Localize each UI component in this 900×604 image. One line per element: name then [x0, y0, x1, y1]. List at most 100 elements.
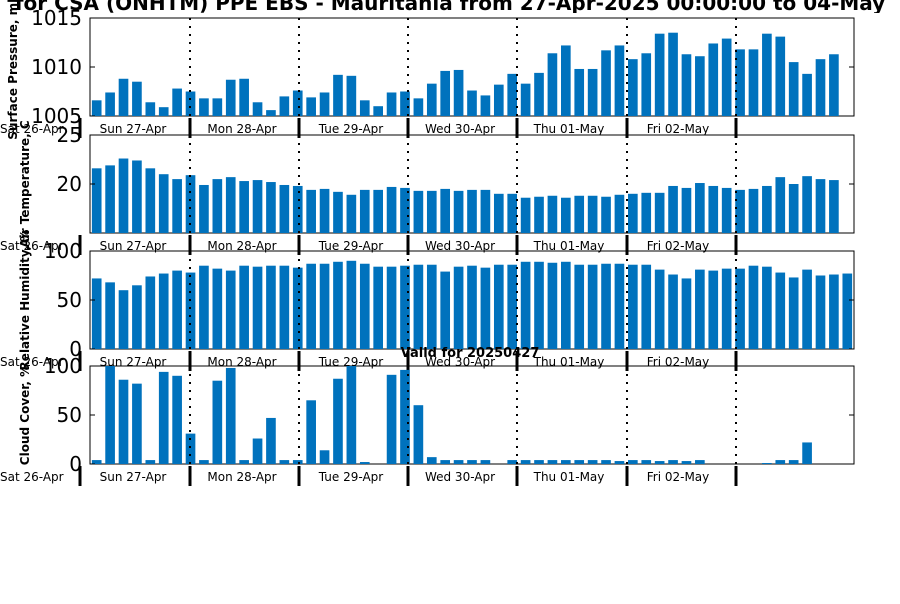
- bar: [359, 100, 370, 116]
- bar: [346, 194, 357, 233]
- bar: [507, 193, 518, 233]
- x-day-label: Mon 28-Apr: [207, 239, 276, 253]
- bar: [145, 276, 156, 349]
- bar: [534, 72, 544, 116]
- bar: [252, 180, 263, 233]
- bar: [225, 79, 236, 116]
- bar: [721, 268, 732, 349]
- bar: [359, 263, 370, 349]
- bar: [266, 182, 276, 233]
- bar: [185, 175, 196, 233]
- bar: [601, 196, 611, 233]
- bar: [413, 405, 424, 464]
- bar: [775, 460, 786, 464]
- bar: [480, 189, 491, 233]
- bar: [172, 270, 182, 349]
- x-day-label: Tue 29-Apr: [318, 239, 383, 253]
- bar: [239, 265, 249, 349]
- y-tick-label: 25: [57, 123, 82, 147]
- bar: [359, 189, 370, 233]
- bar: [748, 49, 759, 116]
- bar: [279, 184, 290, 233]
- bar: [547, 262, 558, 349]
- x-day-label: Wed 30-Apr: [425, 470, 495, 484]
- bar: [493, 264, 504, 349]
- bar: [252, 266, 263, 349]
- x-day-label: Sun 27-Apr: [100, 239, 167, 253]
- bar: [587, 460, 598, 464]
- bar: [788, 184, 799, 233]
- bar: [748, 188, 759, 233]
- y-tick-label: 1015: [31, 6, 82, 30]
- bar: [158, 273, 169, 349]
- bar: [654, 192, 665, 233]
- x-day-label: Wed 30-Apr: [425, 239, 495, 253]
- bar: [668, 185, 678, 233]
- bar: [158, 174, 169, 233]
- bar: [373, 189, 384, 233]
- y-axis-label: Cloud Cover, %: [18, 365, 32, 465]
- bar: [614, 263, 625, 349]
- bar: [105, 366, 115, 464]
- bar: [212, 179, 223, 233]
- bar: [386, 374, 397, 464]
- bar: [333, 378, 343, 464]
- x-day-label: Fri 02-May: [647, 239, 710, 253]
- bar: [681, 54, 692, 116]
- y-axis-label: Surface Pressure, mb: [6, 0, 20, 140]
- bar: [266, 417, 276, 464]
- bar: [681, 461, 692, 464]
- x-day-label: Mon 28-Apr: [207, 122, 276, 136]
- bar: [641, 460, 652, 464]
- bar: [346, 366, 357, 464]
- bar: [654, 33, 665, 116]
- bar: [319, 450, 330, 464]
- bar: [493, 193, 504, 233]
- bar: [815, 179, 826, 233]
- bar: [453, 69, 464, 116]
- bar: [507, 73, 518, 116]
- bar: [453, 266, 464, 349]
- x-day-label: Thu 01-May: [533, 122, 605, 136]
- bar: [802, 73, 812, 116]
- bar: [158, 107, 169, 116]
- bar: [132, 160, 142, 233]
- bar: [762, 463, 772, 464]
- bar: [507, 264, 518, 349]
- x-day-label: Mon 28-Apr: [207, 355, 276, 369]
- bar: [480, 267, 491, 349]
- bar: [279, 265, 290, 349]
- bar: [802, 442, 812, 464]
- bar: [413, 264, 424, 349]
- bar: [185, 91, 196, 116]
- bar: [520, 83, 531, 116]
- bar: [225, 270, 236, 349]
- bar: [735, 268, 745, 349]
- y-tick-label: 50: [57, 403, 82, 427]
- y-tick-label: 100: [44, 354, 82, 378]
- bar: [628, 264, 638, 349]
- bar: [440, 460, 451, 464]
- bar: [775, 36, 786, 117]
- bar: [158, 371, 169, 464]
- bar: [239, 460, 249, 464]
- x-day-label: Fri 02-May: [647, 122, 710, 136]
- bar: [91, 168, 102, 233]
- bar: [587, 195, 598, 233]
- bar: [815, 59, 826, 116]
- bar: [695, 460, 705, 464]
- bar: [386, 92, 397, 116]
- bar: [480, 460, 491, 464]
- bar: [547, 195, 558, 233]
- bar: [319, 92, 330, 116]
- bar: [400, 369, 410, 464]
- x-day-label: Thu 01-May: [533, 239, 605, 253]
- bar: [440, 188, 451, 233]
- valid-date-label: Valid for 20250427: [400, 346, 540, 361]
- bar: [118, 78, 129, 116]
- bar: [614, 194, 625, 233]
- bar: [333, 261, 343, 349]
- bar: [560, 261, 571, 349]
